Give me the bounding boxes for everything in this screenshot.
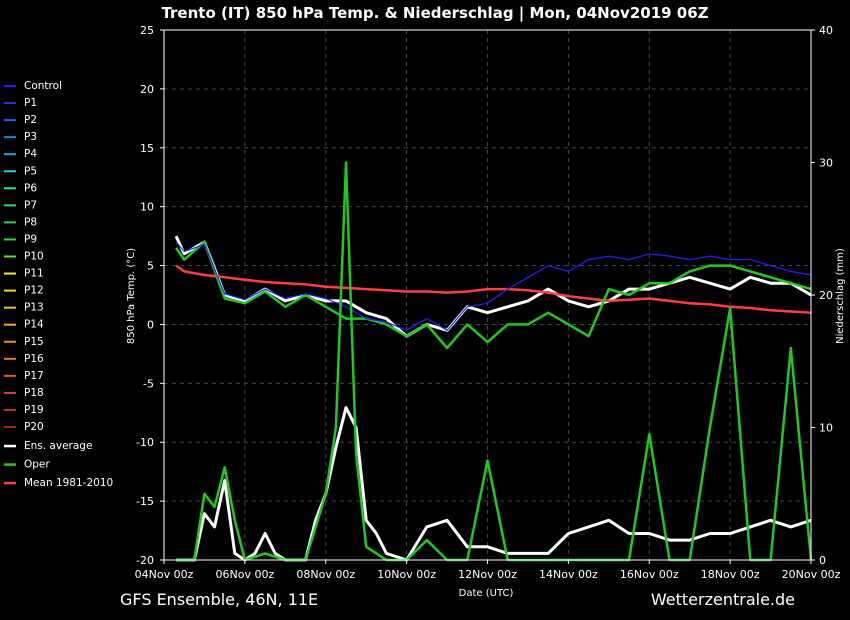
- legend-label-19: P19: [24, 404, 44, 416]
- legend-label-4: P4: [24, 148, 37, 160]
- x-tick-label-4: 12Nov 00z: [458, 568, 517, 581]
- y-axis-right-label: Niederschlag (mm): [835, 248, 846, 344]
- left-tick-label-4: 0: [147, 318, 154, 331]
- left-tick-label-7: 15: [140, 142, 154, 155]
- temp-line-mean-1981-2010: [175, 264, 812, 314]
- x-tick-label-8: 20Nov 00z: [782, 568, 841, 581]
- footer-left: GFS Ensemble, 46N, 11E: [120, 590, 318, 609]
- x-axis-ticks: 04Nov 00z 06Nov 00z 08Nov 00z 10Nov 00z 12No…: [135, 560, 841, 581]
- left-axis-ticks: -20 -15 -10 -5 0 5 10 15 20 25: [136, 24, 164, 567]
- temp-line-oper: [175, 240, 812, 350]
- x-axis-label: Date (UTC): [459, 588, 514, 599]
- left-tick-label-0: -20: [136, 554, 154, 567]
- right-tick-label-1: 10: [819, 422, 833, 435]
- legend-label-7: P7: [24, 199, 37, 211]
- legend-label-3: P3: [24, 131, 37, 143]
- legend-label-14: P14: [24, 319, 44, 331]
- x-tick-label-5: 14Nov 00z: [539, 568, 598, 581]
- left-tick-label-6: 10: [140, 201, 154, 214]
- legend-label-12: P12: [24, 285, 44, 297]
- legend-label-17: P17: [24, 370, 44, 382]
- left-tick-label-9: 25: [140, 24, 154, 37]
- legend-label-21: Ens. average: [24, 440, 92, 452]
- x-tick-label-0: 04Nov 00z: [135, 568, 194, 581]
- legend: Control P1 P2 P3 P4 P5 P6 P7 P8 P9 P10 P11 P12 P13 P14…: [4, 80, 113, 489]
- left-tick-label-5: 5: [147, 260, 154, 273]
- legend-label-5: P5: [24, 165, 37, 177]
- left-tick-label-8: 20: [140, 83, 154, 96]
- legend-label-18: P18: [24, 387, 44, 399]
- legend-label-10: P10: [24, 251, 44, 263]
- legend-label-20: P20: [24, 421, 44, 433]
- right-tick-label-0: 0: [819, 554, 826, 567]
- left-tick-label-3: -5: [143, 377, 154, 390]
- chart-title: Trento (IT) 850 hPa Temp. & Niederschlag…: [161, 4, 708, 23]
- legend-label-11: P11: [24, 268, 44, 280]
- x-tick-label-1: 06Nov 00z: [216, 568, 275, 581]
- precipitation-series: [176, 161, 813, 562]
- legend-label-9: P9: [24, 233, 37, 245]
- temp-line-control: [175, 241, 812, 331]
- legend-label-23: Mean 1981-2010: [24, 477, 113, 489]
- right-tick-label-3: 30: [819, 157, 833, 170]
- x-tick-label-7: 18Nov 00z: [701, 568, 760, 581]
- right-axis-ticks: 0 10 20 30 40: [811, 24, 833, 567]
- legend-label-15: P15: [24, 336, 44, 348]
- legend-label-0: Control: [24, 80, 62, 92]
- x-tick-label-3: 10Nov 00z: [377, 568, 436, 581]
- precip-line-oper: [176, 161, 813, 562]
- legend-label-16: P16: [24, 353, 44, 365]
- footer-right: Wetterzentrale.de: [651, 590, 795, 609]
- x-tick-label-2: 08Nov 00z: [296, 568, 355, 581]
- legend-label-22: Oper: [24, 459, 50, 471]
- left-tick-label-2: -10: [136, 436, 154, 449]
- legend-label-8: P8: [24, 216, 37, 228]
- right-tick-label-4: 40: [819, 24, 833, 37]
- precip-line-ens-average: [176, 406, 812, 562]
- right-tick-label-2: 20: [819, 289, 833, 302]
- legend-label-6: P6: [24, 182, 37, 194]
- temperature-series: [174, 235, 812, 350]
- y-axis-left-label: 850 hPa Temp. (°C): [126, 248, 137, 344]
- legend-label-1: P1: [24, 97, 37, 109]
- legend-label-13: P13: [24, 302, 44, 314]
- left-tick-label-1: -15: [136, 495, 154, 508]
- x-tick-label-6: 16Nov 00z: [620, 568, 679, 581]
- legend-label-2: P2: [24, 114, 37, 126]
- temp-line-ens-average: [174, 235, 812, 338]
